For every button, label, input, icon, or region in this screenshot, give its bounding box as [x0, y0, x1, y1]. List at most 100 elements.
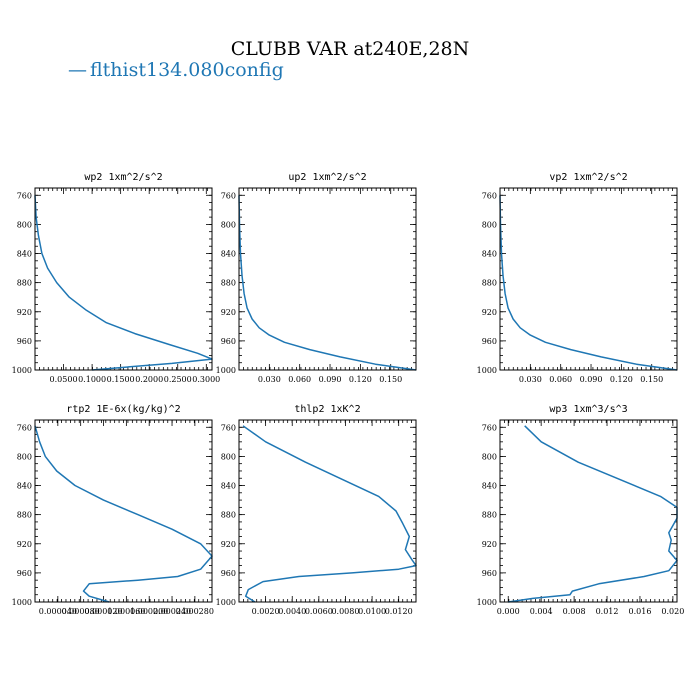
x-tick-label: 0.000240 [153, 607, 191, 616]
plot-frame [34, 187, 213, 371]
x-tick-label: 0.000160 [107, 607, 145, 616]
y-tick-label: 800 [221, 452, 236, 461]
plot-frame [238, 187, 417, 371]
series-line [499, 195, 678, 371]
x-tick-label: 0.2000 [135, 375, 163, 384]
x-tick-label: 0.000 [497, 607, 520, 616]
y-tick-label: 760 [221, 191, 236, 200]
series-line [242, 425, 417, 603]
y-tick-label: 840 [221, 482, 236, 491]
x-tick-label: 0.016 [629, 607, 652, 616]
y-tick-label: 840 [221, 250, 236, 259]
x-tick-label: 0.120 [349, 375, 372, 384]
x-tick-label: 0.1500 [107, 375, 135, 384]
y-tick-label: 880 [482, 279, 497, 288]
y-tick-label: 960 [17, 569, 32, 578]
y-tick-label: 960 [221, 569, 236, 578]
x-tick-label: 0.060 [549, 375, 572, 384]
y-tick-label: 760 [482, 191, 497, 200]
series-line [34, 425, 213, 603]
series-line [34, 195, 213, 371]
y-tick-label: 760 [17, 191, 32, 200]
x-tick-label: 0.0120 [385, 607, 413, 616]
x-tick-label: 0.020 [661, 607, 684, 616]
panel-3: vp2 1xm^2/s^2 760 800 840 880 920 960 1000 0.030… [477, 172, 678, 384]
x-tick-label: 0.0100 [358, 607, 386, 616]
y-tick-label: 920 [482, 308, 497, 317]
x-tick-label: 0.008 [563, 607, 586, 616]
y-tick-label: 1000 [477, 366, 497, 375]
x-tick-label: 0.000080 [62, 607, 100, 616]
x-tick-label: 0.000280 [176, 607, 214, 616]
x-tick-label: 0.030 [519, 375, 542, 384]
panel-2: up2 1xm^2/s^2 760 800 840 880 920 960 1000 0.030… [216, 172, 417, 384]
figure-title: CLUBB VAR at240E,28N [231, 38, 470, 60]
panel-5: thlp2 1xK^276080084088092096010000.00200… [216, 404, 417, 616]
y-tick-label: 1000 [216, 366, 236, 375]
y-tick-label: 800 [482, 220, 497, 229]
y-tick-label: 880 [221, 279, 236, 288]
x-tick-label: 0.0040 [278, 607, 306, 616]
x-tick-label: 0.030 [258, 375, 281, 384]
series-line [238, 195, 417, 371]
y-tick-label: 800 [482, 452, 497, 461]
panel-title: rtp2 1E-6x(kg/kg)^2 [66, 404, 180, 415]
y-tick-label: 880 [17, 279, 32, 288]
x-tick-label: 0.2500 [164, 375, 192, 384]
y-tick-label: 880 [482, 511, 497, 520]
x-tick-label: 0.090 [319, 375, 342, 384]
y-tick-label: 760 [221, 423, 236, 432]
panel-6: wp3 1xm^3/s^3 760 800 840 880 920 960 10000.000… [477, 404, 685, 616]
y-tick-label: 800 [221, 220, 236, 229]
x-tick-label: 0.150 [379, 375, 402, 384]
x-tick-label: 0.150 [640, 375, 663, 384]
legend-line-marker: — [68, 59, 87, 81]
x-tick-label: 0.0080 [331, 607, 359, 616]
y-tick-label: 880 [221, 511, 236, 520]
y-tick-label: 840 [17, 482, 32, 491]
y-tick-label: 840 [482, 482, 497, 491]
y-tick-label: 760 [482, 423, 497, 432]
y-tick-label: 960 [482, 569, 497, 578]
legend: — flthist134.080config [68, 59, 284, 81]
y-tick-label: 800 [17, 452, 32, 461]
y-tick-label: 1000 [477, 598, 497, 607]
y-tick-label: 1000 [216, 598, 236, 607]
y-tick-label: 840 [482, 250, 497, 259]
y-tick-label: 920 [221, 308, 236, 317]
y-tick-label: 840 [17, 250, 32, 259]
x-tick-label: 0.000200 [130, 607, 168, 616]
x-tick-label: 0.1000 [78, 375, 106, 384]
y-tick-label: 920 [17, 308, 32, 317]
y-tick-label: 920 [482, 540, 497, 549]
panel-title: wp2 1xm^2/s^2 [84, 172, 162, 183]
plot-frame [499, 419, 678, 603]
x-tick-label: 0.012 [596, 607, 619, 616]
x-tick-label: 0.000040 [39, 607, 77, 616]
plot-frame [34, 419, 213, 603]
y-tick-label: 920 [17, 540, 32, 549]
x-tick-label: 0.060 [288, 375, 311, 384]
y-tick-label: 880 [17, 511, 32, 520]
plot-frame [499, 187, 678, 371]
y-tick-label: 800 [17, 220, 32, 229]
x-tick-label: 0.3000 [192, 375, 220, 384]
x-tick-label: 0.0060 [305, 607, 333, 616]
y-tick-label: 1000 [12, 598, 32, 607]
y-tick-label: 960 [221, 337, 236, 346]
y-tick-label: 960 [17, 337, 32, 346]
y-tick-label: 1000 [12, 366, 32, 375]
x-tick-label: 0.0020 [252, 607, 280, 616]
x-tick-label: 0.000120 [84, 607, 122, 616]
series-line [508, 425, 678, 603]
panel-title: up2 1xm^2/s^2 [288, 172, 366, 183]
x-tick-label: 0.090 [580, 375, 603, 384]
panels-grid: wp2 1xm^2/s^2 760 800 840 880 920 960 1000 0.050… [12, 172, 685, 616]
legend-label: flthist134.080config [90, 59, 284, 81]
panel-title: wp3 1xm^3/s^3 [549, 404, 627, 415]
x-tick-label: 0.120 [610, 375, 633, 384]
x-tick-label: 0.004 [530, 607, 553, 616]
y-tick-label: 920 [221, 540, 236, 549]
y-tick-label: 760 [17, 423, 32, 432]
